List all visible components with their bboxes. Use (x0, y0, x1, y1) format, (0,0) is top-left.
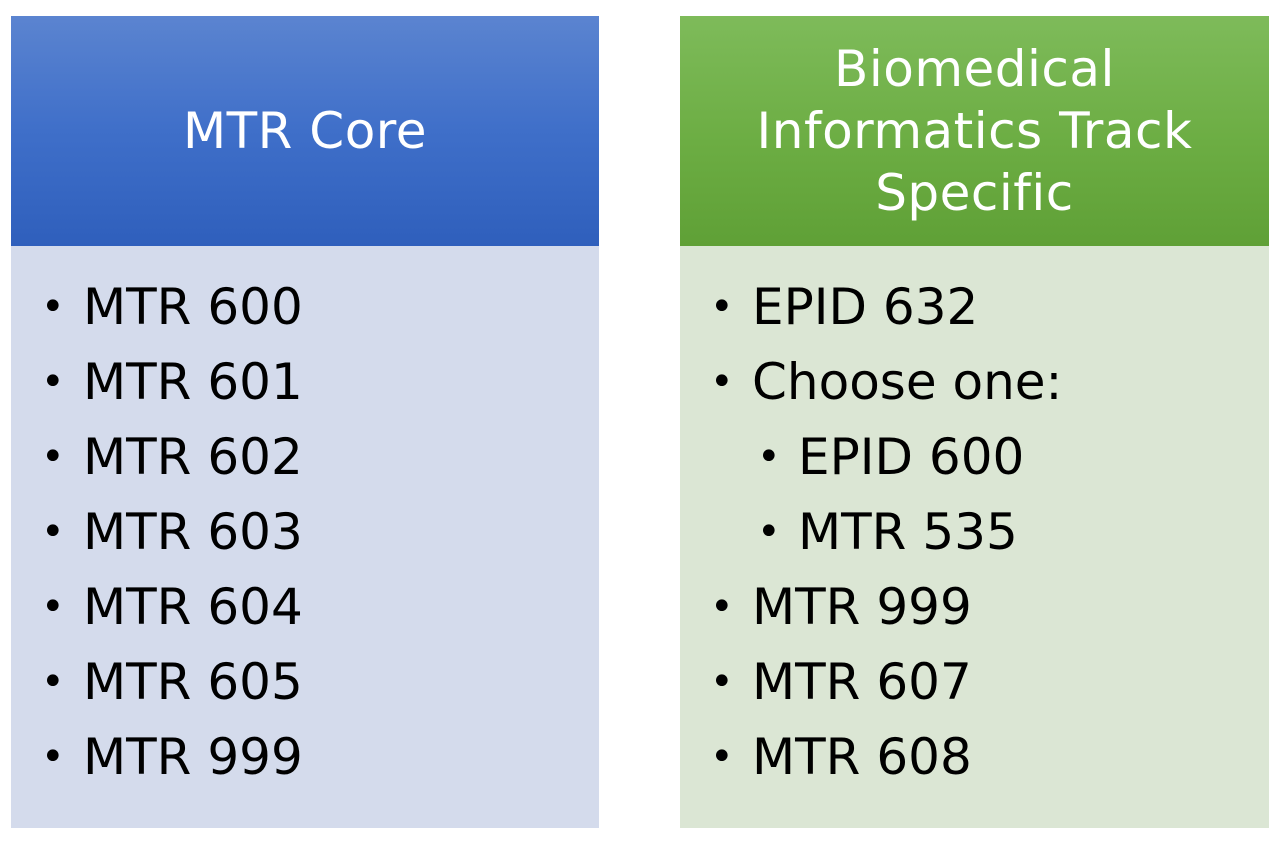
bullet-icon: • (710, 659, 734, 705)
bullet-icon: • (41, 359, 65, 405)
list-item-label: MTR 608 (752, 728, 972, 786)
list-item-label: MTR 601 (83, 353, 303, 411)
bullet-icon: • (41, 284, 65, 330)
list-item: • MTR 608 (680, 720, 1269, 795)
list-item-label: MTR 600 (83, 278, 303, 336)
list-item-label: EPID 632 (752, 278, 979, 336)
bullet-icon: • (710, 284, 734, 330)
list-item: • MTR 600 (11, 270, 599, 345)
list-item: • Choose one: (680, 345, 1269, 420)
list-item-label: Choose one: (752, 353, 1063, 411)
mtr-core-panel: MTR Core • MTR 600 • MTR 601 • MTR 602 • MTR 60… (11, 16, 599, 828)
list-item: • MTR 999 (680, 570, 1269, 645)
bullet-icon: • (710, 584, 734, 630)
bullet-icon: • (757, 509, 781, 555)
biomedical-informatics-course-list: • EPID 632 • Choose one: • EPID 600 • MTR 535 • M… (680, 270, 1269, 795)
list-item: • MTR 602 (11, 420, 599, 495)
mtr-core-body: • MTR 600 • MTR 601 • MTR 602 • MTR 603 • MTR 604… (11, 246, 599, 828)
list-item-label: EPID 600 (798, 428, 1025, 486)
mtr-core-header: MTR Core (11, 16, 599, 246)
biomedical-informatics-body: • EPID 632 • Choose one: • EPID 600 • MTR 535 • M… (680, 246, 1269, 828)
mtr-core-course-list: • MTR 600 • MTR 601 • MTR 602 • MTR 603 • MTR 604… (11, 270, 599, 795)
list-item: • EPID 632 (680, 270, 1269, 345)
biomedical-informatics-panel: Biomedical Informatics Track Specific • E… (680, 16, 1269, 828)
bullet-icon: • (757, 434, 781, 480)
bullet-icon: • (41, 584, 65, 630)
list-item: • MTR 605 (11, 645, 599, 720)
list-item: • MTR 535 (680, 495, 1269, 570)
list-item-label: MTR 603 (83, 503, 303, 561)
list-item-label: MTR 999 (752, 578, 972, 636)
list-item-label: MTR 605 (83, 653, 303, 711)
bullet-icon: • (710, 359, 734, 405)
list-item: • MTR 607 (680, 645, 1269, 720)
list-item-label: MTR 604 (83, 578, 303, 636)
list-item-label: MTR 602 (83, 428, 303, 486)
bullet-icon: • (710, 734, 734, 780)
bullet-icon: • (41, 434, 65, 480)
list-item-label: MTR 607 (752, 653, 972, 711)
list-item: • MTR 604 (11, 570, 599, 645)
bullet-icon: • (41, 509, 65, 555)
list-item: • MTR 999 (11, 720, 599, 795)
list-item: • MTR 603 (11, 495, 599, 570)
list-item-label: MTR 999 (83, 728, 303, 786)
list-item-label: MTR 535 (798, 503, 1018, 561)
bullet-icon: • (41, 734, 65, 780)
list-item: • MTR 601 (11, 345, 599, 420)
mtr-core-title: MTR Core (182, 102, 428, 160)
bullet-icon: • (41, 659, 65, 705)
biomedical-informatics-header: Biomedical Informatics Track Specific (680, 16, 1269, 246)
list-item: • EPID 600 (680, 420, 1269, 495)
biomedical-informatics-title: Biomedical Informatics Track Specific (756, 40, 1193, 222)
